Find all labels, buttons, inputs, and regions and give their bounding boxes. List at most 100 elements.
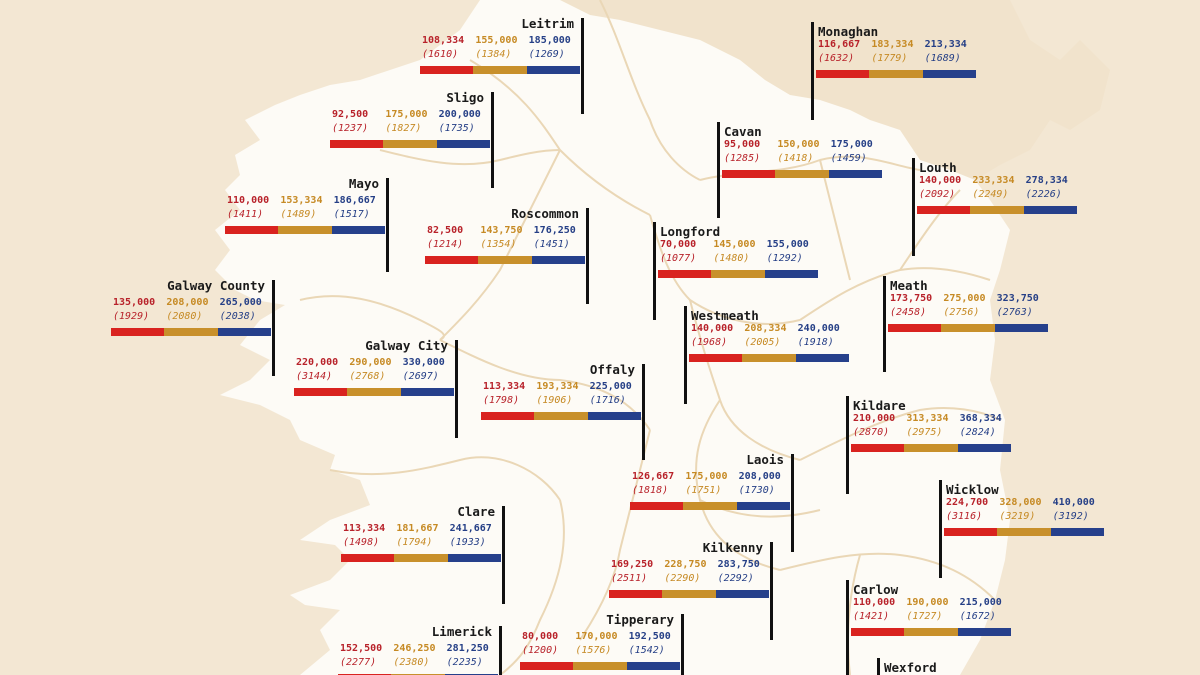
value-clare-2: 181,667	[396, 523, 439, 534]
value-carlow-2: 190,000	[906, 597, 949, 608]
count-westmeath-2: (2005)	[744, 337, 781, 348]
flag-stripe-louth-2	[970, 206, 1025, 214]
flagpole-kilkenny	[770, 542, 773, 640]
value-clare-1: 113,334	[343, 523, 386, 534]
county-name-laois: Laois	[746, 452, 784, 467]
count-louth-2: (2249)	[972, 189, 1009, 200]
value-kilkenny-3: 283,750	[717, 559, 760, 570]
value-cavan-1: 95,000	[724, 139, 761, 150]
value-meath-1: 173,750	[890, 293, 933, 304]
value-galway-city-3: 330,000	[402, 357, 445, 368]
count-sligo-2: (1827)	[385, 123, 422, 134]
count-wicklow-3: (3192)	[1052, 511, 1089, 522]
count-meath-3: (2763)	[996, 307, 1033, 318]
count-limerick-3: (2235)	[446, 657, 483, 668]
flag-stripe-offaly-1	[481, 412, 535, 420]
flag-stripe-kildare-2	[904, 444, 959, 452]
flag-stripe-kilkenny-2	[662, 590, 717, 598]
flag-stripe-carlow-2	[904, 628, 959, 636]
count-laois-1: (1818)	[632, 485, 669, 496]
value-sligo-2: 175,000	[385, 109, 428, 120]
value-louth-1: 140,000	[919, 175, 962, 186]
flag-stripe-cavan-1	[722, 170, 776, 178]
flag-stripe-monaghan-3	[922, 70, 976, 78]
flag-stripe-monaghan-2	[869, 70, 924, 78]
count-clare-1: (1498)	[343, 537, 380, 548]
flag-bar-meath	[888, 324, 1048, 332]
flag-stripe-mayo-3	[331, 226, 385, 234]
flag-stripe-kilkenny-3	[715, 590, 769, 598]
flag-stripe-leitrim-2	[473, 66, 528, 74]
count-limerick-2: (2380)	[393, 657, 430, 668]
flag-stripe-galway-county-1	[111, 328, 165, 336]
county-name-cavan: Cavan	[724, 124, 762, 139]
count-kilkenny-1: (2511)	[611, 573, 648, 584]
flagpole-leitrim	[581, 18, 584, 114]
value-roscommon-2: 143,750	[480, 225, 523, 236]
flagpole-galway-county	[272, 280, 275, 376]
count-offaly-2: (1906)	[536, 395, 573, 406]
county-name-westmeath: Westmeath	[691, 308, 759, 323]
value-offaly-1: 113,334	[483, 381, 526, 392]
count-cavan-2: (1418)	[777, 153, 814, 164]
value-monaghan-2: 183,334	[871, 39, 914, 50]
flag-bar-galway-county	[111, 328, 271, 336]
flag-stripe-mayo-2	[278, 226, 333, 234]
flag-stripe-galway-city-1	[294, 388, 348, 396]
value-laois-3: 208,000	[738, 471, 781, 482]
value-louth-2: 233,334	[972, 175, 1015, 186]
value-monaghan-1: 116,667	[818, 39, 861, 50]
count-cavan-1: (1285)	[724, 153, 761, 164]
flag-stripe-westmeath-1	[689, 354, 743, 362]
count-monaghan-3: (1689)	[924, 53, 961, 64]
county-name-monaghan: Monaghan	[818, 24, 879, 39]
flagpole-sligo	[491, 92, 494, 188]
value-kildare-2: 313,334	[906, 413, 949, 424]
count-wicklow-1: (3116)	[946, 511, 983, 522]
county-name-offaly: Offaly	[589, 362, 635, 377]
flag-stripe-sligo-3	[436, 140, 490, 148]
northern-ireland-region	[560, 0, 1110, 180]
count-louth-1: (2092)	[919, 189, 956, 200]
value-galway-county-1: 135,000	[113, 297, 156, 308]
value-monaghan-3: 213,334	[924, 39, 967, 50]
flag-stripe-wicklow-2	[997, 528, 1052, 536]
count-mayo-3: (1517)	[333, 209, 370, 220]
value-roscommon-1: 82,500	[427, 225, 464, 236]
value-galway-city-1: 220,000	[296, 357, 339, 368]
count-sligo-3: (1735)	[438, 123, 475, 134]
value-westmeath-2: 208,334	[744, 323, 787, 334]
value-offaly-2: 193,334	[536, 381, 579, 392]
count-clare-2: (1794)	[396, 537, 433, 548]
value-sligo-1: 92,500	[332, 109, 369, 120]
count-leitrim-3: (1269)	[528, 49, 565, 60]
value-westmeath-3: 240,000	[797, 323, 840, 334]
value-cavan-2: 150,000	[777, 139, 820, 150]
count-cavan-3: (1459)	[830, 153, 867, 164]
flag-stripe-kildare-3	[957, 444, 1011, 452]
flag-stripe-galway-county-2	[164, 328, 219, 336]
flag-bar-kildare	[851, 444, 1011, 452]
flag-bar-longford	[658, 270, 818, 278]
value-leitrim-2: 155,000	[475, 35, 518, 46]
flag-stripe-galway-county-3	[217, 328, 271, 336]
flag-stripe-cavan-2	[775, 170, 830, 178]
flag-stripe-longford-2	[711, 270, 766, 278]
flag-stripe-roscommon-2	[478, 256, 533, 264]
flag-bar-galway-city	[294, 388, 454, 396]
flag-bar-mayo	[225, 226, 385, 234]
flag-bar-cavan	[722, 170, 882, 178]
county-name-carlow: Carlow	[853, 582, 899, 597]
count-roscommon-1: (1214)	[427, 239, 464, 250]
flag-stripe-kilkenny-1	[609, 590, 663, 598]
flag-stripe-laois-2	[683, 502, 738, 510]
count-roscommon-3: (1451)	[533, 239, 570, 250]
flag-bar-tipperary	[520, 662, 680, 670]
flag-stripe-carlow-3	[957, 628, 1011, 636]
count-monaghan-2: (1779)	[871, 53, 908, 64]
flag-stripe-tipperary-1	[520, 662, 574, 670]
value-offaly-3: 225,000	[589, 381, 632, 392]
county-name-meath: Meath	[890, 278, 928, 293]
value-carlow-1: 110,000	[853, 597, 896, 608]
